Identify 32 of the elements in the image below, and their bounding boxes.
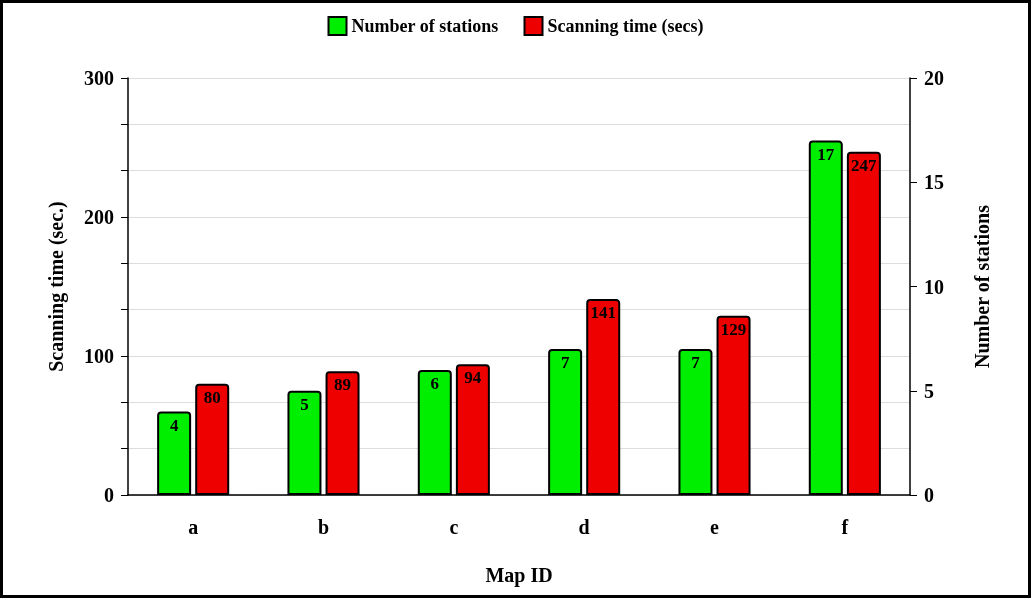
x-tick-label: c [449,516,459,538]
y2-tick-label: 20 [924,67,944,89]
y-tick-label: 100 [84,345,114,367]
data-label: 7 [560,353,570,373]
y-axis-title: Scanning time (sec.) [45,201,68,372]
x-axis-title: Map ID [485,564,553,587]
x-tick-label: d [578,516,590,538]
data-label: 80 [203,387,221,407]
x-tick-label: e [710,516,720,538]
data-label: 17 [817,144,835,164]
y-tick-label: 200 [84,206,114,228]
legend-label: Number of stations [351,16,499,36]
data-label: 6 [430,373,440,393]
y2-tick-label: 15 [924,171,944,194]
data-label: 89 [334,375,352,395]
y2-tick-label: 5 [924,379,934,402]
y-tick-label: 300 [84,67,114,89]
y-tick-label: 0 [104,484,114,506]
data-label: 7 [691,353,701,373]
legend-label: Scanning time (secs) [547,16,704,37]
data-label: 141 [590,303,616,323]
data-label: 5 [300,394,309,414]
y2-axis-title: Number of stations [971,204,993,368]
data-label: 94 [464,368,482,388]
y2-tick-label: 10 [924,275,944,298]
x-tick-label: f [841,516,849,538]
y2-tick-label: 0 [924,484,934,506]
data-label: 247 [851,155,878,175]
x-tick-label: a [188,516,199,538]
data-label: 4 [169,415,179,435]
data-label: 129 [720,319,747,339]
x-tick-label: b [317,516,330,538]
